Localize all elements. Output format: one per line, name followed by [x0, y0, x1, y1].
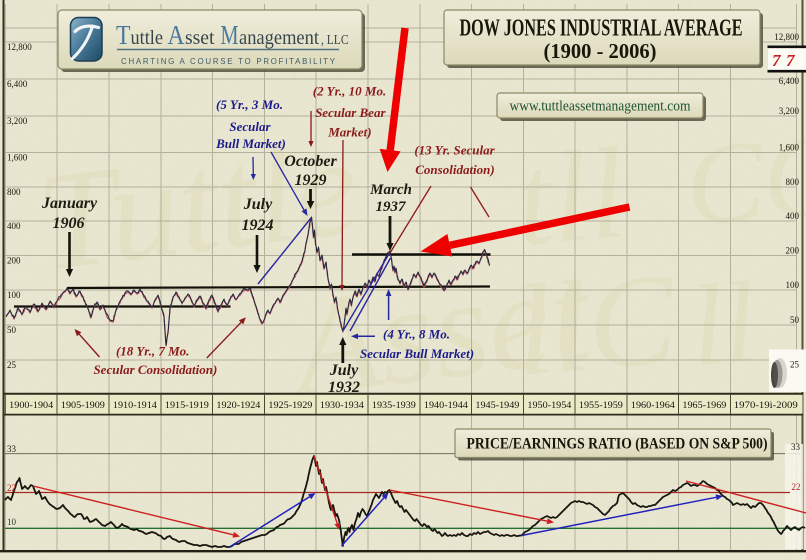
svg-text:1932: 1932 — [328, 379, 360, 396]
svg-text:1920-1924: 1920-1924 — [216, 400, 260, 411]
svg-text:200: 200 — [786, 246, 800, 256]
svg-text:1965-1969: 1965-1969 — [682, 400, 726, 411]
svg-text:1900-1904: 1900-1904 — [9, 400, 53, 411]
svg-text:22: 22 — [792, 482, 801, 492]
svg-text:Secular Consolidation): Secular Consolidation) — [93, 362, 217, 377]
svg-text:PRICE/EARNINGS RATIO (BASED ON: PRICE/EARNINGS RATIO (BASED ON S&P 500) — [467, 436, 768, 453]
svg-text:(13 Yr. Secular: (13 Yr. Secular — [414, 143, 495, 158]
svg-text:1937: 1937 — [376, 199, 407, 215]
svg-text:(2 Yr., 10 Mo.: (2 Yr., 10 Mo. — [313, 84, 386, 99]
svg-text:1915-1919: 1915-1919 — [165, 400, 209, 411]
svg-text:1929: 1929 — [295, 172, 327, 189]
svg-text:July: July — [329, 362, 359, 379]
svg-text:Market): Market) — [327, 125, 371, 140]
svg-text:tll: tll — [510, 121, 630, 274]
svg-text:Secular Bear: Secular Bear — [315, 105, 386, 120]
svg-text:22: 22 — [7, 483, 16, 493]
svg-text:1905-1909: 1905-1909 — [61, 400, 105, 411]
svg-text:T: T — [116, 20, 131, 50]
svg-text:100: 100 — [786, 280, 800, 290]
svg-text:ll: ll — [686, 258, 761, 390]
svg-text:A: A — [168, 20, 185, 50]
svg-text:400: 400 — [7, 221, 21, 231]
svg-text:(5 Yr., 3 Mo.: (5 Yr., 3 Mo. — [216, 97, 283, 112]
svg-text:1960-1964: 1960-1964 — [631, 400, 675, 411]
svg-text:Secular: Secular — [229, 119, 271, 134]
svg-text:1,600: 1,600 — [7, 153, 28, 163]
svg-text:1,600: 1,600 — [779, 143, 800, 153]
svg-text:12,800: 12,800 — [774, 32, 799, 42]
svg-text:1935-1939: 1935-1939 — [372, 400, 416, 411]
svg-text:1925-1929: 1925-1929 — [268, 400, 312, 411]
svg-text:6,400: 6,400 — [779, 76, 800, 86]
svg-text:50: 50 — [7, 325, 17, 335]
svg-text:800: 800 — [786, 177, 800, 187]
svg-text:7: 7 — [772, 51, 782, 70]
svg-text:1910-1914: 1910-1914 — [113, 400, 157, 411]
svg-text:Consolidation): Consolidation) — [415, 162, 494, 177]
svg-text:CHARTING A COURSE TO PROFITABI: CHARTING A COURSE TO PROFITABILITY — [121, 57, 336, 66]
svg-text:25: 25 — [790, 360, 800, 370]
svg-text:800: 800 — [7, 187, 21, 197]
svg-text:1924: 1924 — [242, 217, 274, 234]
svg-text:uttle: uttle — [131, 27, 164, 49]
svg-text:October: October — [284, 153, 337, 170]
svg-text:anagement: anagement — [239, 27, 319, 49]
svg-text:Secular Bull Market): Secular Bull Market) — [360, 346, 474, 361]
svg-text:, LLC: , LLC — [321, 33, 349, 48]
svg-text:1950-1954: 1950-1954 — [527, 400, 571, 411]
svg-text:400: 400 — [786, 211, 800, 221]
svg-text:1945-1949: 1945-1949 — [475, 400, 519, 411]
svg-text:(4 Yr., 8 Mo.: (4 Yr., 8 Mo. — [383, 327, 450, 342]
svg-text:7: 7 — [786, 51, 796, 70]
svg-text:March: March — [369, 182, 412, 198]
svg-text:M: M — [221, 20, 239, 50]
svg-text:July: July — [243, 196, 273, 213]
svg-text:10: 10 — [7, 517, 17, 527]
svg-text:1930-1934: 1930-1934 — [320, 400, 364, 411]
svg-text:3,200: 3,200 — [779, 106, 800, 116]
svg-text:sset: sset — [185, 27, 215, 49]
svg-text:1955-1959: 1955-1959 — [579, 400, 623, 411]
svg-text:1970-19ì-2009: 1970-19ì-2009 — [734, 400, 799, 410]
svg-text:January: January — [41, 195, 98, 212]
svg-text:33: 33 — [791, 442, 801, 452]
svg-text:6,400: 6,400 — [7, 79, 28, 89]
svg-text:100: 100 — [7, 290, 21, 300]
svg-text:1906: 1906 — [53, 215, 85, 232]
svg-text:(1900 - 2006): (1900 - 2006) — [544, 39, 657, 63]
svg-text:12,800: 12,800 — [7, 42, 32, 52]
svg-text:25: 25 — [7, 360, 17, 370]
svg-text:CC: CC — [681, 110, 806, 250]
svg-text:50: 50 — [790, 315, 800, 325]
svg-text:1940-1944: 1940-1944 — [424, 400, 468, 411]
svg-text:200: 200 — [7, 256, 21, 266]
svg-text:www.tuttleassetmanagement.com: www.tuttleassetmanagement.com — [510, 99, 692, 115]
svg-text:(18 Yr., 7 Mo.: (18 Yr., 7 Mo. — [116, 344, 189, 359]
svg-text:Bull Market): Bull Market) — [215, 136, 286, 151]
svg-text:DOW JONES INDUSTRIAL AVERAGE: DOW JONES INDUSTRIAL AVERAGE — [460, 16, 743, 42]
svg-text:3,200: 3,200 — [7, 116, 28, 126]
svg-text:33: 33 — [7, 444, 17, 454]
